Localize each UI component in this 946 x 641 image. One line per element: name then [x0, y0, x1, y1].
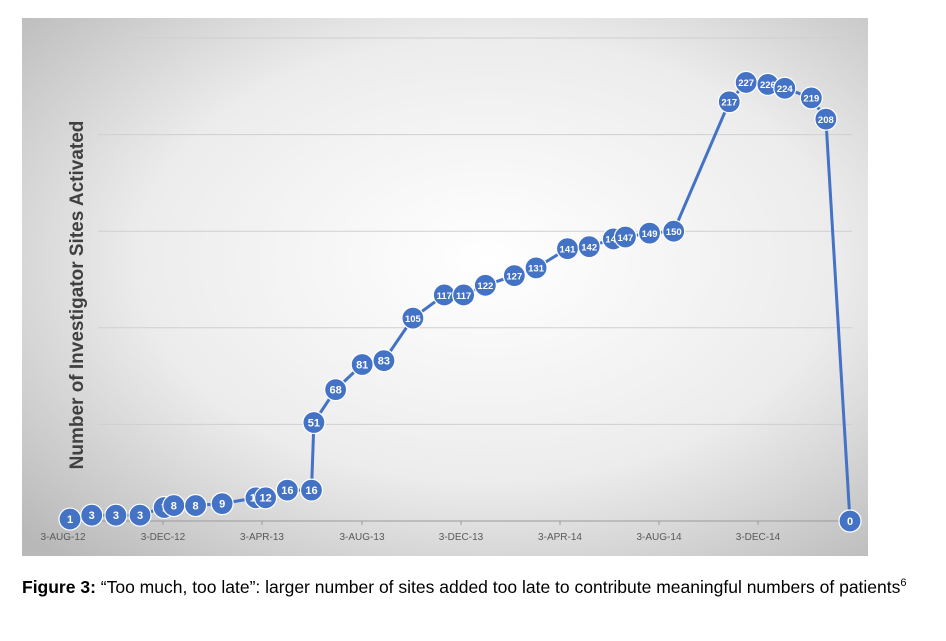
- data-label: 226: [760, 80, 776, 91]
- x-tick-label: 3-DEC-13: [439, 532, 484, 543]
- data-point: [210, 492, 234, 516]
- line-chart: Number of Investigator Sites Activated 3…: [22, 18, 868, 556]
- data-label: 51: [308, 417, 320, 429]
- data-label: 81: [356, 359, 368, 371]
- x-tick-label: 3-AUG-14: [636, 532, 681, 543]
- data-label: 16: [281, 485, 293, 497]
- data-label: 127: [506, 271, 522, 282]
- caption-text: “Too much, too late”: larger number of s…: [95, 577, 901, 597]
- x-tick-label: 3-AUG-13: [339, 532, 384, 543]
- data-label: 146: [605, 235, 621, 246]
- data-point: [324, 378, 348, 402]
- caption-label: Figure 3:: [22, 577, 96, 597]
- x-tick-label: 3-DEC-12: [141, 532, 186, 543]
- data-point: [773, 76, 797, 100]
- data-label: 3: [113, 510, 119, 522]
- data-label: 68: [330, 384, 342, 396]
- x-tick-label: 3-APR-14: [538, 532, 582, 543]
- data-point: [302, 410, 326, 435]
- data-point: [254, 486, 278, 510]
- data-point: [80, 503, 104, 527]
- data-label: 83: [378, 355, 390, 367]
- chart-panel: Number of Investigator Sites Activated 3…: [22, 18, 868, 556]
- data-point: [502, 264, 526, 288]
- x-tick-label: 3-AUG-12: [40, 532, 85, 543]
- data-point: [128, 503, 152, 527]
- data-label: 8: [193, 500, 199, 512]
- data-point: [613, 225, 638, 249]
- data-label: 217: [721, 98, 737, 109]
- data-label: 117: [437, 291, 452, 302]
- data-point: [275, 478, 299, 502]
- data-point: [838, 509, 862, 533]
- figure-caption: Figure 3: “Too much, too late”: larger n…: [22, 575, 932, 599]
- x-tick-label: 3-DEC-14: [736, 532, 781, 543]
- data-label: 105: [405, 314, 422, 325]
- data-label: 149: [642, 229, 658, 240]
- data-label: 3: [89, 510, 95, 522]
- data-label: 150: [666, 227, 682, 238]
- x-axis: 3-AUG-12 3-DEC-12 3-APR-13 3-AUG-13 3-DEC-13…: [40, 520, 852, 543]
- data-label: 117: [456, 291, 471, 302]
- data-point: [452, 283, 476, 307]
- data-point: [401, 306, 425, 330]
- x-tick-label: 3-APR-13: [240, 532, 284, 543]
- data-point: [299, 478, 324, 502]
- caption-superscript: 6: [900, 577, 907, 590]
- data-label: 227: [738, 78, 754, 89]
- data-point: [637, 221, 662, 245]
- data-label: 8: [171, 500, 177, 512]
- data-point: [814, 107, 838, 131]
- data-label: 147: [617, 233, 633, 244]
- data-label: 208: [818, 115, 834, 126]
- data-point: [662, 219, 686, 243]
- data-label: 9: [219, 498, 225, 510]
- data-label: 131: [528, 264, 545, 275]
- data-label: 3: [137, 510, 143, 522]
- data-label: 12: [259, 493, 271, 505]
- data-point: [799, 86, 823, 110]
- data-label: 122: [477, 281, 493, 292]
- data-label: 219: [803, 94, 819, 105]
- data-point: [524, 256, 548, 280]
- gridlines: [98, 37, 852, 425]
- data-point: [372, 349, 396, 373]
- data-point: [183, 493, 208, 518]
- data-point: [717, 90, 741, 114]
- data-point: [473, 273, 497, 297]
- data-label: 224: [777, 84, 794, 95]
- data-point: [577, 235, 601, 259]
- data-label: 16: [305, 485, 317, 497]
- data-label: 141: [560, 244, 577, 255]
- y-axis-title: Number of Investigator Sites Activated: [67, 121, 88, 470]
- data-point: [104, 503, 128, 527]
- data-series: 1333788912121616516881831051171171221271…: [58, 70, 862, 533]
- data-label: 0: [847, 516, 853, 528]
- data-label: 1: [67, 514, 73, 526]
- data-label: 142: [581, 242, 597, 253]
